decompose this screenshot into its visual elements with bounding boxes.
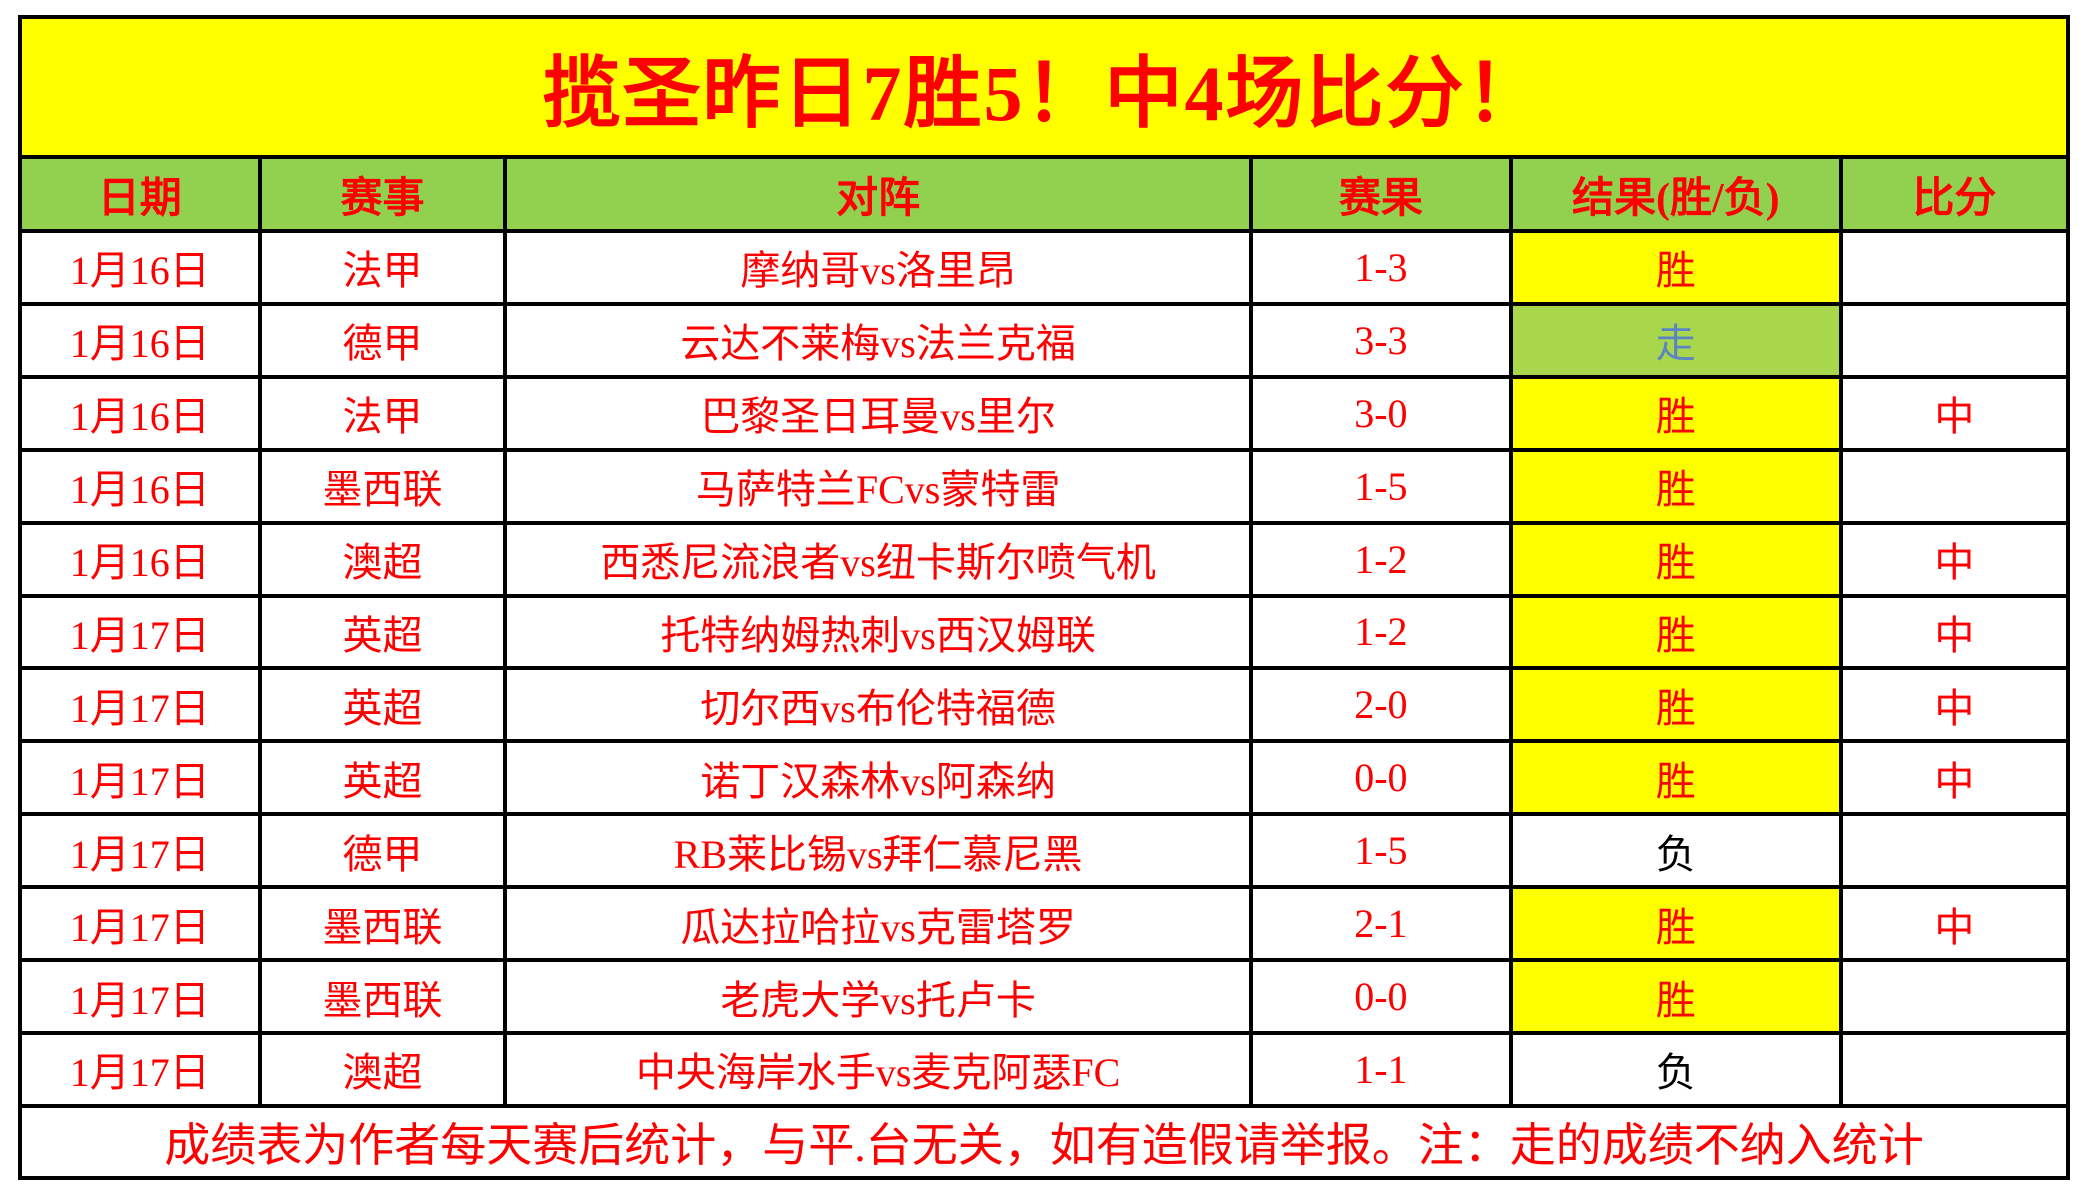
date-cell: 1月17日 — [18, 812, 262, 890]
table-row: 1月16日 法甲 巴黎圣日耳曼vs里尔 3-0 胜 中 — [18, 374, 2071, 452]
score-cell: 3-3 — [1248, 301, 1513, 379]
result-cell: 胜 — [1508, 593, 1843, 671]
match-cell: 诺丁汉森林vs阿森纳 — [503, 739, 1253, 817]
hit-cell — [1838, 812, 2071, 890]
table-row: 1月16日 德甲 云达不莱梅vs法兰克福 3-3 走 — [18, 301, 2071, 379]
score-cell: 1-3 — [1248, 229, 1513, 306]
date-cell: 1月17日 — [18, 666, 262, 744]
score-cell: 2-1 — [1248, 885, 1513, 963]
results-table: 揽圣昨日7胜5！中4场比分！ 日期 赛事 对阵 赛果 结果(胜/负) 比分 1月… — [18, 15, 2071, 1180]
table-row: 1月16日 澳超 西悉尼流浪者vs纽卡斯尔喷气机 1-2 胜 中 — [18, 520, 2071, 598]
date-cell: 1月17日 — [18, 958, 262, 1035]
table-row: 1月16日 墨西联 马萨特兰FCvs蒙特雷 1-5 胜 — [18, 447, 2071, 525]
date-cell: 1月16日 — [18, 301, 262, 379]
score-cell: 1-5 — [1248, 812, 1513, 890]
match-cell: RB莱比锡vs拜仁慕尼黑 — [503, 812, 1253, 890]
result-cell: 胜 — [1508, 885, 1843, 963]
result-cell: 胜 — [1508, 447, 1843, 525]
header-date: 日期 — [18, 155, 262, 233]
league-cell: 德甲 — [257, 301, 508, 379]
result-cell: 负 — [1508, 812, 1843, 890]
table-header-row: 日期 赛事 对阵 赛果 结果(胜/负) 比分 — [18, 155, 2071, 233]
league-cell: 澳超 — [257, 520, 508, 598]
result-cell: 胜 — [1508, 374, 1843, 452]
match-cell: 托特纳姆热刺vs西汉姆联 — [503, 593, 1253, 671]
league-cell: 法甲 — [257, 374, 508, 452]
table-row: 1月17日 英超 托特纳姆热刺vs西汉姆联 1-2 胜 中 — [18, 593, 2071, 671]
footer-row: 成绩表为作者每天赛后统计，与平.台无关，如有造假请举报。注：走的成绩不纳入统计 — [18, 1104, 2070, 1180]
match-cell: 西悉尼流浪者vs纽卡斯尔喷气机 — [503, 520, 1253, 598]
league-cell: 法甲 — [257, 229, 508, 306]
score-cell: 1-2 — [1248, 520, 1513, 598]
league-cell: 德甲 — [257, 812, 508, 890]
date-cell: 1月16日 — [18, 520, 262, 598]
league-cell: 英超 — [257, 666, 508, 744]
table-row: 1月17日 墨西联 瓜达拉哈拉vs克雷塔罗 2-1 胜 中 — [18, 885, 2071, 963]
result-cell: 胜 — [1508, 739, 1843, 817]
date-cell: 1月16日 — [18, 374, 262, 452]
match-cell: 中央海岸水手vs麦克阿瑟FC — [503, 1030, 1253, 1109]
table-row: 1月17日 墨西联 老虎大学vs托卢卡 0-0 胜 — [18, 958, 2071, 1035]
date-cell: 1月17日 — [18, 1030, 262, 1109]
date-cell: 1月17日 — [18, 885, 262, 963]
hit-cell: 中 — [1838, 593, 2071, 671]
date-cell: 1月16日 — [18, 447, 262, 525]
result-cell: 负 — [1508, 1030, 1843, 1109]
hit-cell — [1838, 229, 2071, 306]
league-cell: 英超 — [257, 739, 508, 817]
match-cell: 摩纳哥vs洛里昂 — [503, 229, 1253, 306]
page-title: 揽圣昨日7胜5！中4场比分！ — [18, 15, 2070, 159]
league-cell: 墨西联 — [257, 885, 508, 963]
header-result: 结果(胜/负) — [1508, 155, 1843, 233]
table-row: 1月17日 英超 切尔西vs布伦特福德 2-0 胜 中 — [18, 666, 2071, 744]
table-row: 1月16日 法甲 摩纳哥vs洛里昂 1-3 胜 — [18, 229, 2071, 306]
score-cell: 1-5 — [1248, 447, 1513, 525]
match-cell: 老虎大学vs托卢卡 — [503, 958, 1253, 1035]
match-cell: 瓜达拉哈拉vs克雷塔罗 — [503, 885, 1253, 963]
score-cell: 3-0 — [1248, 374, 1513, 452]
hit-cell: 中 — [1838, 374, 2071, 452]
result-cell: 走 — [1508, 301, 1843, 379]
table-row: 1月17日 德甲 RB莱比锡vs拜仁慕尼黑 1-5 负 — [18, 812, 2071, 890]
date-cell: 1月17日 — [18, 593, 262, 671]
hit-cell — [1838, 447, 2071, 525]
table-row: 1月17日 英超 诺丁汉森林vs阿森纳 0-0 胜 中 — [18, 739, 2071, 817]
match-cell: 巴黎圣日耳曼vs里尔 — [503, 374, 1253, 452]
league-cell: 墨西联 — [257, 447, 508, 525]
table-row: 1月17日 澳超 中央海岸水手vs麦克阿瑟FC 1-1 负 — [18, 1030, 2071, 1109]
match-cell: 切尔西vs布伦特福德 — [503, 666, 1253, 744]
hit-cell: 中 — [1838, 739, 2071, 817]
banner-row: 揽圣昨日7胜5！中4场比分！ — [18, 15, 2070, 159]
hit-cell: 中 — [1838, 520, 2071, 598]
result-cell: 胜 — [1508, 958, 1843, 1035]
score-cell: 0-0 — [1248, 739, 1513, 817]
result-cell: 胜 — [1508, 229, 1843, 306]
hit-cell: 中 — [1838, 666, 2071, 744]
match-cell: 云达不莱梅vs法兰克福 — [503, 301, 1253, 379]
result-cell: 胜 — [1508, 666, 1843, 744]
score-cell: 2-0 — [1248, 666, 1513, 744]
hit-cell — [1838, 301, 2071, 379]
hit-cell: 中 — [1838, 885, 2071, 963]
hit-cell — [1838, 958, 2071, 1035]
league-cell: 英超 — [257, 593, 508, 671]
score-cell: 1-1 — [1248, 1030, 1513, 1109]
header-score: 赛果 — [1248, 155, 1513, 233]
footer-note: 成绩表为作者每天赛后统计，与平.台无关，如有造假请举报。注：走的成绩不纳入统计 — [18, 1104, 2070, 1180]
score-cell: 0-0 — [1248, 958, 1513, 1035]
table-body: 1月16日 法甲 摩纳哥vs洛里昂 1-3 胜 1月16日 德甲 云达不莱梅vs… — [18, 229, 2071, 1109]
league-cell: 墨西联 — [257, 958, 508, 1035]
score-cell: 1-2 — [1248, 593, 1513, 671]
hit-cell — [1838, 1030, 2071, 1109]
header-match: 对阵 — [503, 155, 1253, 233]
header-hit: 比分 — [1838, 155, 2071, 233]
match-cell: 马萨特兰FCvs蒙特雷 — [503, 447, 1253, 525]
date-cell: 1月16日 — [18, 229, 262, 306]
date-cell: 1月17日 — [18, 739, 262, 817]
header-league: 赛事 — [257, 155, 508, 233]
result-cell: 胜 — [1508, 520, 1843, 598]
league-cell: 澳超 — [257, 1030, 508, 1109]
